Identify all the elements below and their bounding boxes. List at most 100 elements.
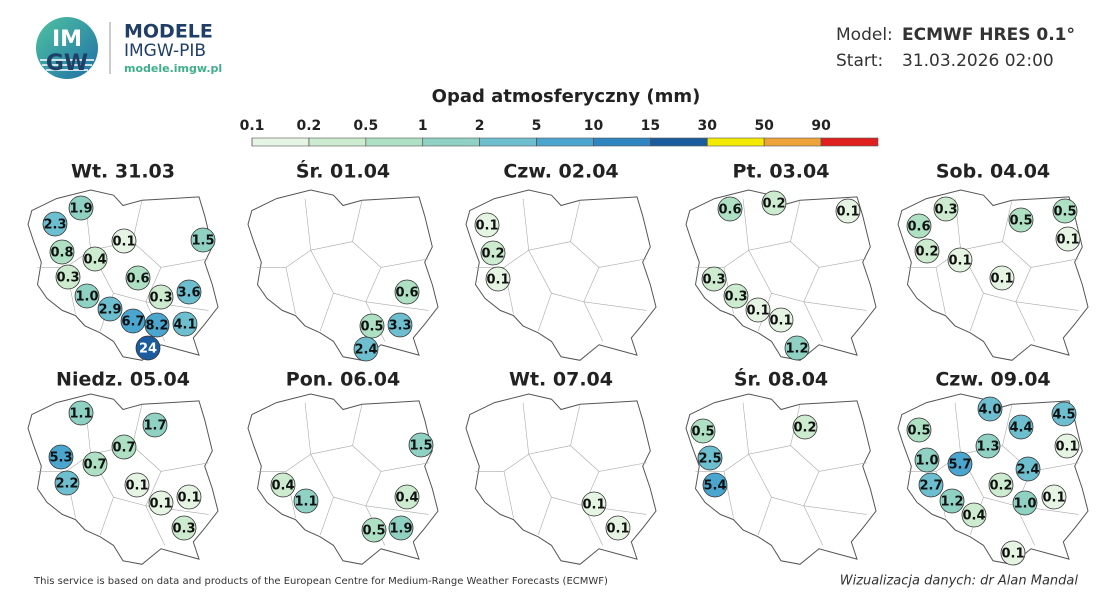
precip-label: 2.2 bbox=[55, 477, 78, 492]
precip-label: 0.7 bbox=[83, 458, 106, 473]
legend-swatch bbox=[365, 137, 424, 147]
precip-bubble bbox=[293, 488, 319, 514]
precip-label: 0.1 bbox=[948, 254, 971, 269]
precip-bubble bbox=[394, 484, 420, 510]
precip-bubble bbox=[961, 502, 987, 528]
precip-bubble bbox=[947, 451, 973, 477]
legend-swatch bbox=[479, 137, 537, 147]
panel: Czw. 09.04 4.0 4.5 0.5 4.4 1.3 0.1 1.0 5.7 2.4 2.7… bbox=[897, 369, 1089, 566]
legend-title: Opad atmosferyczny (mm) bbox=[432, 86, 701, 107]
legend-tick-label: 2 bbox=[475, 118, 485, 134]
precip-label: 0.1 bbox=[582, 498, 605, 513]
precip-bubble bbox=[702, 472, 728, 498]
precip-label: 0.1 bbox=[769, 314, 792, 329]
panel: Śr. 01.04 0.6 0.5 3.3 2.4 bbox=[247, 159, 439, 362]
precip-bubble bbox=[1000, 540, 1026, 566]
precip-label: 0.1 bbox=[1055, 440, 1078, 455]
precip-bubble bbox=[394, 279, 420, 305]
precip-label: 0.1 bbox=[746, 304, 769, 319]
legend-swatch bbox=[536, 137, 594, 147]
precip-bubble bbox=[125, 265, 151, 291]
precip-bubble bbox=[480, 240, 506, 266]
precip-bubble bbox=[914, 238, 940, 264]
panel-title: Pt. 03.04 bbox=[733, 161, 830, 183]
precip-label: 0.7 bbox=[112, 441, 135, 456]
panel-title: Czw. 02.04 bbox=[503, 161, 618, 183]
precip-label: 0.4 bbox=[962, 509, 985, 524]
precip-label: 0.4 bbox=[395, 491, 418, 506]
precip-bubble bbox=[581, 491, 607, 517]
precip-label: 0.5 bbox=[362, 524, 385, 539]
precip-label: 0.2 bbox=[915, 245, 938, 260]
precip-bubble bbox=[1041, 484, 1067, 510]
panel: Pt. 03.040.6 0.20.10.30.30.10.11.2 bbox=[685, 161, 877, 361]
precip-label: 3.3 bbox=[388, 319, 411, 334]
model-label: Model: bbox=[836, 25, 893, 45]
precip-bubble bbox=[977, 396, 1003, 422]
precip-label: 4.1 bbox=[173, 318, 196, 333]
precip-label: 0.5 bbox=[360, 320, 383, 335]
precip-bubble bbox=[408, 432, 434, 458]
precip-bubble bbox=[120, 308, 146, 334]
panel-title: Wt. 31.03 bbox=[71, 161, 175, 183]
precip-label: 0.3 bbox=[149, 291, 172, 306]
panel: Pon. 06.041.50.41.1 0.40.5 1.9 bbox=[247, 369, 439, 565]
precip-label: 2.3 bbox=[43, 218, 66, 233]
panel: Czw. 02.04 0.1 0.2 0.1 bbox=[465, 161, 657, 361]
precip-bubble bbox=[387, 312, 413, 338]
legend-swatch bbox=[706, 137, 765, 147]
precip-label: 0.5 bbox=[1053, 205, 1076, 220]
precip-label: 1.5 bbox=[191, 234, 214, 249]
precip-label: 1.0 bbox=[75, 290, 98, 305]
precip-bubble bbox=[359, 313, 385, 339]
precip-label: 0.1 bbox=[149, 497, 172, 512]
precip-label: 2.7 bbox=[919, 479, 942, 494]
precip-bubble bbox=[1015, 456, 1041, 482]
precip-bubble bbox=[148, 284, 174, 310]
precip-bubble bbox=[792, 414, 818, 440]
panel-title: Sob. 04.04 bbox=[936, 161, 1050, 183]
precip-bubble bbox=[1052, 198, 1078, 224]
precip-label: 5.3 bbox=[49, 451, 72, 466]
precip-label: 0.5 bbox=[691, 425, 714, 440]
panel: Sob. 04.04 0.3 0.6 0.5 0.5 0.1 0.2 0.1 0.1 bbox=[897, 161, 1089, 361]
logo-text: IM bbox=[52, 27, 82, 52]
precip-bubble bbox=[701, 266, 727, 292]
precip-label: 0.5 bbox=[907, 424, 930, 439]
precip-label: 0.1 bbox=[1001, 547, 1024, 562]
precip-bubble bbox=[353, 336, 379, 362]
org: IMGW-PIB bbox=[124, 41, 206, 61]
map-regions bbox=[695, 402, 867, 546]
precip-label: 0.5 bbox=[1009, 214, 1032, 229]
precip-bubble bbox=[947, 247, 973, 273]
precip-bubble bbox=[906, 213, 932, 239]
legend-swatch bbox=[251, 137, 310, 147]
precip-label: 8.2 bbox=[145, 319, 168, 334]
precip-label: 6.7 bbox=[121, 315, 144, 330]
model: ECMWF HRES 0.1° bbox=[902, 25, 1075, 45]
panel-title: Pon. 06.04 bbox=[286, 369, 400, 391]
legend-swatch bbox=[650, 137, 708, 147]
precip-label: 0.3 bbox=[56, 271, 79, 286]
precip-label: 1.2 bbox=[785, 342, 808, 357]
footer-source: This service is based on data and produc… bbox=[33, 576, 608, 587]
map-regions bbox=[475, 402, 647, 546]
legend-swatch bbox=[308, 137, 367, 147]
precip-label: 0.3 bbox=[172, 522, 195, 537]
precip-bubble bbox=[68, 195, 94, 221]
precip-label: 1.9 bbox=[389, 522, 412, 537]
precip-bubble bbox=[124, 472, 150, 498]
map-regions bbox=[475, 198, 647, 342]
map-outline bbox=[465, 393, 657, 565]
precip-bubble bbox=[190, 227, 216, 253]
precip-label: 0.1 bbox=[112, 235, 135, 250]
legend-swatch bbox=[820, 137, 879, 147]
precip-label: 1.7 bbox=[143, 419, 166, 434]
precip-bubble bbox=[135, 335, 161, 361]
precip-bubble bbox=[1051, 401, 1077, 427]
precip-bubble bbox=[906, 417, 932, 443]
precip-bubble bbox=[1055, 226, 1081, 252]
legend-tick-label: 50 bbox=[754, 118, 774, 134]
precip-bubble bbox=[690, 418, 716, 444]
